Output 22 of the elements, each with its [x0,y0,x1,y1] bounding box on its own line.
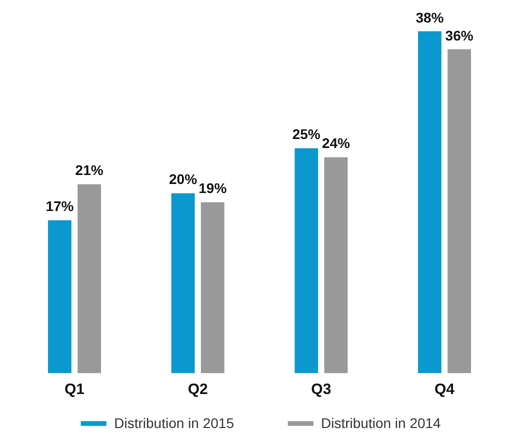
bar [448,49,472,374]
data-label: 17% [46,198,74,214]
x-tick-label: Q2 [188,381,208,398]
data-label: 25% [292,126,321,142]
data-label: 24% [322,135,351,152]
x-tick-label: Q3 [311,381,332,398]
bar [418,31,442,374]
bar [48,220,72,374]
data-label: 21% [75,162,104,178]
legend-label: Distribution in 2014 [321,415,441,431]
bar [78,184,102,374]
bar [171,193,195,374]
bar [324,157,348,374]
bar [294,148,318,374]
x-tick-label: Q1 [64,381,85,398]
data-label: 19% [198,180,228,196]
x-tick-label: Q4 [434,381,456,398]
bar [200,202,224,374]
legend-label: Distribution in 2015 [114,415,234,431]
data-label: 20% [169,171,198,188]
data-label: 36% [445,27,474,44]
data-label: 38% [416,9,444,26]
